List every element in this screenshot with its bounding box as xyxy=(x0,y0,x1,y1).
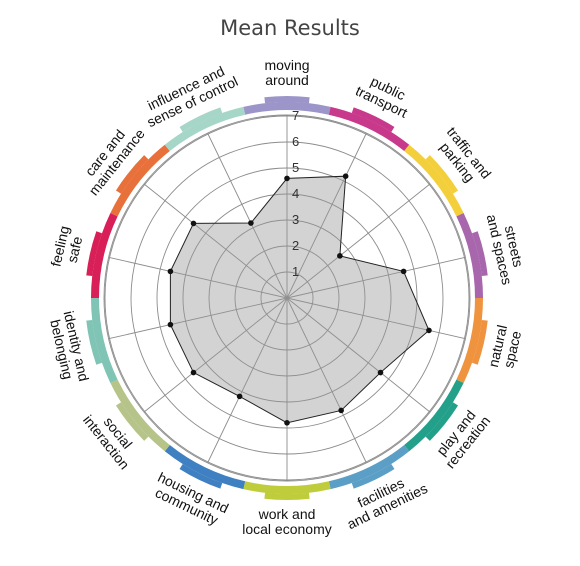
grid-spoke xyxy=(286,297,431,413)
band-tab xyxy=(264,492,310,500)
category-label: naturalspace xyxy=(485,323,525,372)
series-area xyxy=(169,175,430,424)
tick-labels: 1 2 3 4 5 6 7 xyxy=(292,108,299,279)
band-segment xyxy=(91,298,118,384)
data-point xyxy=(190,369,197,376)
band-segment xyxy=(110,144,170,217)
category-label: streetsand spaces xyxy=(484,209,530,286)
category-label: work and local economy xyxy=(242,506,332,537)
category-label-line: around xyxy=(265,72,309,88)
tick-label: 7 xyxy=(292,108,299,123)
tick-label: 2 xyxy=(292,238,299,253)
grid-spoke xyxy=(286,132,367,299)
data-point xyxy=(167,321,174,328)
tick-label: 1 xyxy=(292,264,299,279)
band-segment xyxy=(91,212,118,298)
band-segment xyxy=(110,379,170,452)
data-point xyxy=(400,268,407,275)
series-layer xyxy=(167,173,432,426)
grid-spoke xyxy=(108,256,288,299)
band-tab xyxy=(351,107,395,133)
grid-spoke xyxy=(286,297,466,340)
band-tab xyxy=(115,155,149,194)
band-tab xyxy=(425,402,459,441)
grid-spoke xyxy=(143,297,288,413)
band-tab xyxy=(425,155,459,194)
band-segment xyxy=(328,106,410,152)
grid-spoke xyxy=(207,297,288,464)
data-point xyxy=(190,220,197,227)
band-tab xyxy=(86,231,102,277)
data-point xyxy=(284,175,290,182)
category-label-line: local economy xyxy=(242,521,332,537)
data-point xyxy=(426,327,432,334)
band-segment xyxy=(164,106,246,152)
band-segment xyxy=(456,212,483,298)
band-tab xyxy=(179,463,223,489)
data-point xyxy=(342,173,349,179)
band-tab xyxy=(115,402,149,441)
tick-label: 6 xyxy=(292,134,299,149)
tick-label: 4 xyxy=(292,186,299,201)
data-point xyxy=(248,220,254,226)
data-point xyxy=(377,369,384,376)
band-tab xyxy=(472,231,488,277)
data-point xyxy=(284,420,290,426)
category-label-line: safe xyxy=(64,235,86,265)
grid-spoke xyxy=(286,256,466,299)
grid-spoke xyxy=(207,132,288,299)
band-segment xyxy=(243,481,331,494)
grid-spoke xyxy=(286,297,367,464)
band-tab xyxy=(472,319,488,365)
category-color-band xyxy=(86,95,488,500)
tick-label: 3 xyxy=(292,212,299,227)
data-point xyxy=(236,393,243,400)
category-label: identity andbelonging xyxy=(46,309,92,386)
band-segment xyxy=(164,444,246,490)
grid-spoke xyxy=(143,183,288,299)
data-point xyxy=(338,407,344,414)
radar-grid xyxy=(103,114,471,482)
band-tab xyxy=(179,107,223,133)
category-label: feelingsafe xyxy=(47,224,86,271)
grid-spoke xyxy=(108,297,288,340)
category-label: care andmaintenance xyxy=(74,116,148,198)
band-segment xyxy=(404,144,464,217)
band-segment xyxy=(456,298,483,384)
band-segment xyxy=(328,444,410,490)
tick-label: 5 xyxy=(292,160,299,175)
chart-title: Mean Results xyxy=(220,16,360,40)
band-segment xyxy=(404,379,464,452)
category-label-line: moving xyxy=(264,57,309,73)
data-point xyxy=(337,253,343,259)
category-label: moving around xyxy=(264,57,309,88)
category-label-line: work and xyxy=(258,506,316,522)
band-tab xyxy=(351,463,395,489)
band-segment xyxy=(243,102,331,115)
band-tab xyxy=(86,319,102,365)
data-point xyxy=(167,268,174,275)
grid-spoke xyxy=(286,183,431,299)
band-tab xyxy=(264,95,310,104)
